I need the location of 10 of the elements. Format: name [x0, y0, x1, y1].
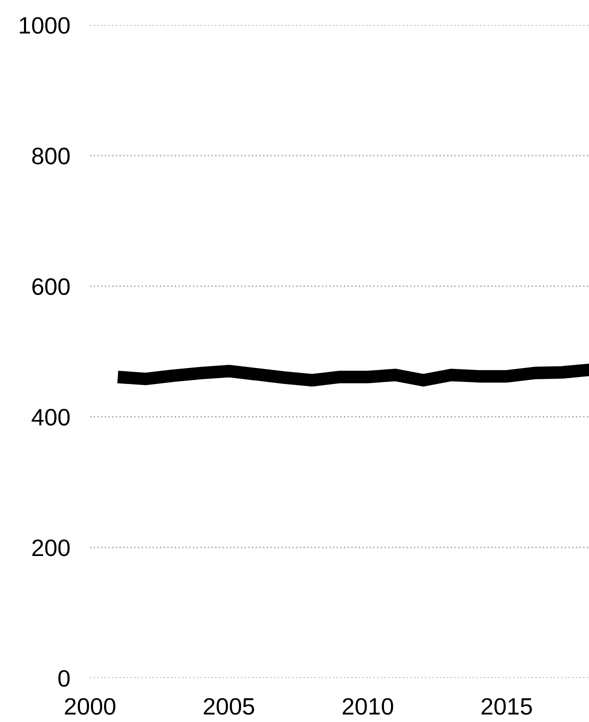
x-tick-label: 2005: [204, 698, 254, 715]
y-tick-label: 600: [32, 278, 70, 295]
x-tick-label: 2015: [482, 698, 532, 715]
x-tick-label: 2000: [64, 698, 116, 715]
y-tick-label: 0: [58, 670, 70, 687]
x-tick-label: 2010: [342, 698, 394, 715]
y-tick-label: 800: [32, 148, 70, 164]
y-tick-label: 1000: [20, 17, 70, 34]
y-tick-label: 400: [32, 408, 70, 426]
y-tick-label: 200: [32, 539, 70, 556]
